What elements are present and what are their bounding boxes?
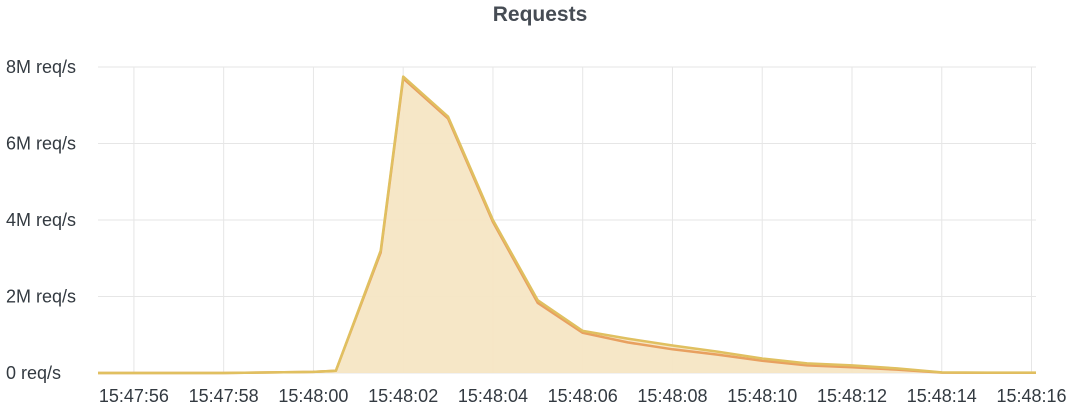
x-tick-label: 15:48:12	[817, 386, 887, 406]
series-line-1	[98, 75, 1036, 375]
y-tick-label: 8M req/s	[6, 57, 76, 77]
x-tick-label: 15:48:14	[907, 386, 977, 406]
chart-lines	[98, 75, 1036, 375]
x-tick-label: 15:47:56	[99, 386, 169, 406]
y-tick-label: 0 req/s	[6, 363, 61, 383]
y-tick-label: 4M req/s	[6, 210, 76, 230]
x-axis-labels: 15:47:56 15:47:58 15:48:00 15:48:02 15:48:04…	[99, 386, 1067, 406]
x-tick-label: 15:48:08	[637, 386, 707, 406]
x-tick-label: 15:48:10	[727, 386, 797, 406]
series-area-fill	[98, 76, 1036, 373]
x-tick-label: 15:47:58	[189, 386, 259, 406]
x-tick-label: 15:48:02	[368, 386, 438, 406]
y-axis-labels: 0 req/s 2M req/s 4M req/s 6M req/s 8M req/s	[6, 57, 76, 383]
x-tick-label: 15:48:06	[548, 386, 618, 406]
x-tick-label: 15:48:04	[458, 386, 528, 406]
x-tick-label: 15:48:00	[278, 386, 348, 406]
x-tick-label: 15:48:16	[996, 386, 1066, 406]
y-tick-label: 2M req/s	[6, 287, 76, 307]
chart-title: Requests	[492, 3, 588, 26]
y-tick-label: 6M req/s	[6, 134, 76, 154]
chart-area	[98, 76, 1036, 373]
